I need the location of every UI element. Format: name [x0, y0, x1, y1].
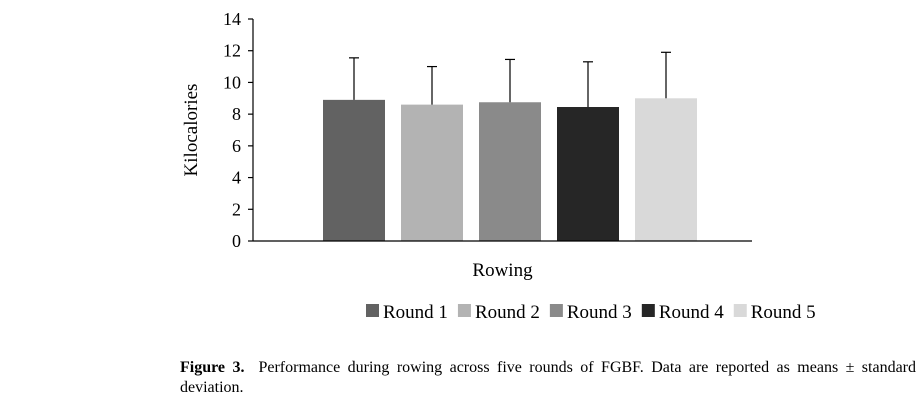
error-bars-group: [349, 51, 671, 108]
y-axis-label: Kilocalories: [181, 84, 202, 177]
y-tick-label: 14: [223, 9, 241, 29]
legend-swatch-round-4: [641, 304, 655, 317]
legend-swatch-round-5: [733, 304, 747, 317]
y-tick-label: 12: [223, 41, 241, 61]
legend-swatch-round-3: [549, 304, 563, 317]
legend-label-round-3: Round 3: [567, 302, 632, 323]
legend: Round 1 Round 2 Round 3 Round 4 Round 5: [366, 302, 816, 323]
y-tick-label: 4: [232, 168, 241, 188]
y-tick-label: 2: [232, 199, 241, 219]
legend-label-round-5: Round 5: [751, 302, 816, 323]
figure-label: Figure 3.: [180, 359, 245, 376]
y-axis: 0 2 4 6 8 10 12 14: [223, 9, 254, 251]
y-tick-label: 6: [232, 136, 241, 156]
bar-round-4: [557, 107, 619, 241]
y-tick-label: 0: [232, 231, 241, 251]
bar-round-3: [479, 102, 541, 241]
y-tick-label: 8: [232, 104, 241, 124]
legend-swatch-round-1: [366, 304, 379, 317]
legend-label-round-1: Round 1: [383, 302, 448, 323]
x-axis-label: Rowing: [472, 260, 533, 281]
legend-label-round-4: Round 4: [659, 302, 724, 323]
bar-round-5: [635, 98, 697, 242]
figure-caption: Figure 3. Performance during rowing acros…: [180, 358, 916, 398]
bar-round-1: [323, 99, 385, 241]
legend-label-round-2: Round 2: [475, 302, 540, 323]
bars-group: [323, 98, 697, 242]
bar-round-2: [401, 104, 463, 241]
y-tick-label: 10: [223, 72, 241, 92]
legend-swatch-round-2: [457, 304, 471, 317]
figure-caption-text: Performance during rowing across five ro…: [180, 359, 917, 396]
